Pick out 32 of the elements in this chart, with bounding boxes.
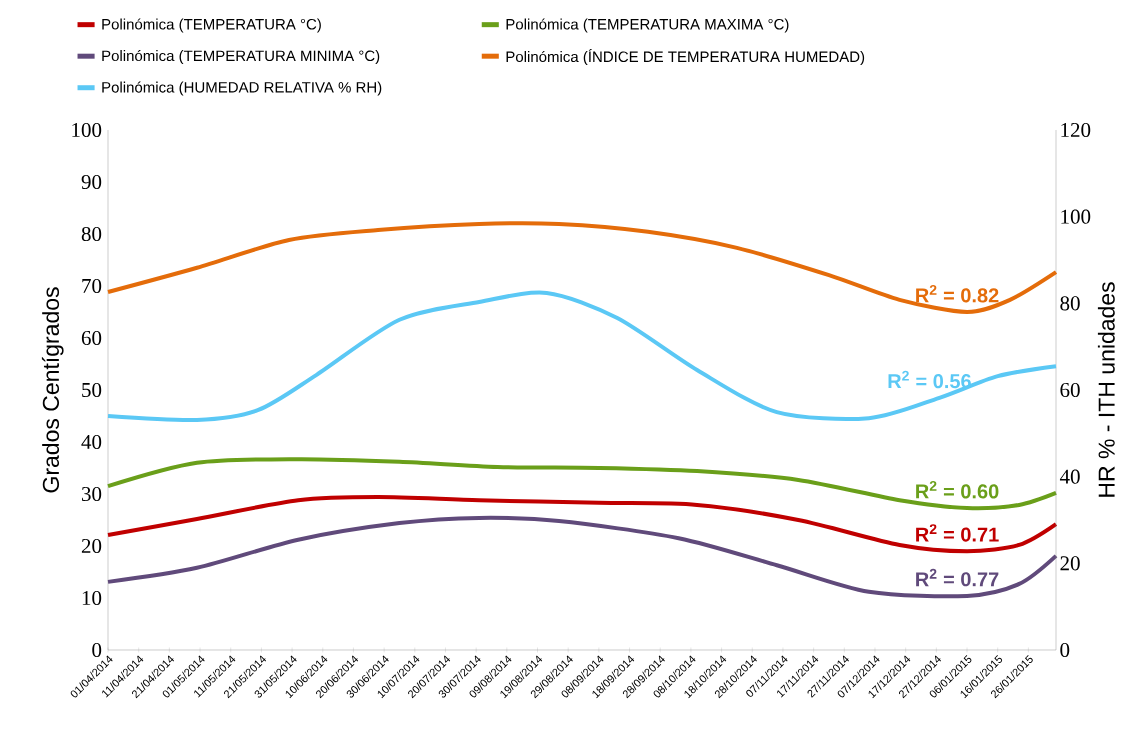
legend-label: Polinómica (TEMPERATURA MINIMA °C) [102, 49, 380, 65]
y2-tick-label: 100 [1061, 209, 1091, 224]
y2-tick-label: 40 [1059, 469, 1080, 484]
y-tick-label: 60 [81, 330, 102, 346]
legend-label: Polinómica (ÍNDICE DE TEMPERATURA HUMEDAD) [506, 48, 865, 66]
annotation: R$^{2}$ = 0.60 [916, 480, 999, 499]
y-axis-title: Grados Centígrados [41, 287, 64, 493]
y-tick-label: 0 [92, 642, 102, 658]
legend-label: Polinómica (TEMPERATURA MAXIMA °C) [506, 18, 789, 33]
legend-label: Polinómica (HUMEDAD RELATIVA % RH) [102, 81, 382, 96]
line-series [106, 515, 1058, 599]
annotation: R$^{2}$ = 0.77 [916, 568, 999, 587]
y-tick-label: 80 [81, 226, 102, 242]
legend-label: Polinómica (TEMPERATURA °C) [102, 18, 321, 33]
y-tick-label: 70 [82, 278, 102, 294]
y2-tick-label: 120 [1061, 122, 1091, 138]
y-tick-label: 50 [82, 382, 102, 398]
y2-tick-label: 80 [1060, 296, 1080, 311]
y2-axis-title: HR % - ITH unidades [1097, 282, 1115, 497]
y2-tick-label: 60 [1060, 382, 1080, 398]
y2-tick-label: 20 [1060, 556, 1080, 571]
y-tick-label: 40 [81, 434, 102, 450]
y-tick-label: 100 [72, 122, 102, 138]
y-tick-label: 10 [82, 590, 102, 606]
line-series [106, 457, 1058, 511]
y-tick-label: 90 [81, 174, 102, 190]
line-series [106, 221, 1059, 314]
annotation: R$^{2}$ = 0.71 [916, 524, 999, 542]
y-tick-label: 20 [81, 538, 102, 554]
annotation: R$^{2}$ = 0.82 [916, 284, 999, 303]
y-tick-label: 30 [81, 486, 102, 502]
y2-tick-label: 0 [1060, 642, 1070, 658]
